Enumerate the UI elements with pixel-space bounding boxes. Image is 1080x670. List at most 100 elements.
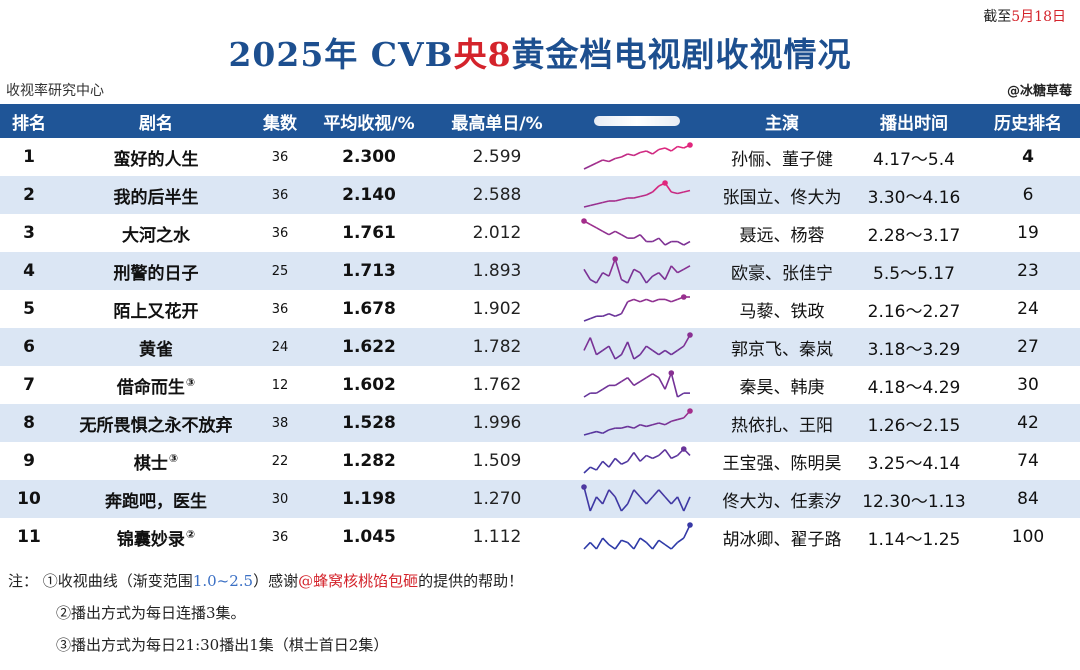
curve-segment	[608, 157, 616, 163]
table-row: 1 蛮好的人生 36 2.300 2.599 孙俪、董子健 4.17～5.4 4	[0, 138, 1080, 176]
period-cell: 1.26～2.15	[852, 404, 976, 442]
col-header: 主演	[712, 104, 852, 138]
curve-segment	[589, 541, 598, 550]
col-header-curve	[562, 104, 712, 138]
curve-segment	[633, 537, 641, 550]
note-3: ③播出方式为每日21:30播出1集（棋士首日2集）	[8, 634, 523, 666]
curve-segment	[664, 496, 672, 505]
curve-segment	[658, 539, 666, 546]
episodes-cell: 36	[254, 518, 306, 556]
curve-segment	[621, 539, 628, 544]
curve-segment	[614, 539, 623, 550]
curve-segment	[652, 349, 660, 356]
curve-segment	[670, 265, 679, 274]
note-1-thanks: @蜂窝核桃馅包砸	[298, 572, 419, 590]
curve-segment	[652, 185, 660, 193]
title-cell: 奔跑吧，医生	[58, 480, 254, 518]
curve-segment	[583, 486, 592, 512]
rank-cell: 5	[0, 290, 58, 328]
avg-rating-cell: 1.622	[306, 328, 432, 366]
best-rating-cell: 1.902	[432, 290, 562, 328]
cast-cell: 胡冰卿、翟子路	[712, 518, 852, 556]
rating-curve	[583, 408, 693, 436]
curve-segment	[602, 460, 610, 468]
curve-segment	[614, 354, 622, 360]
curve-segment	[596, 430, 603, 435]
curve-cell	[562, 290, 712, 328]
title-text: 陌上又花开	[113, 301, 199, 322]
curve-segment	[670, 454, 678, 460]
credit-label: @冰糖草莓	[1006, 84, 1072, 99]
curve-segment	[590, 430, 597, 435]
curve-segment	[683, 240, 691, 246]
period-cell: 12.30～1.13	[852, 480, 976, 518]
curve-segment	[596, 388, 604, 394]
note-1-text3: 的提供的帮助！	[418, 572, 524, 590]
curve-segment	[602, 384, 610, 390]
title-part2: 央8	[453, 35, 512, 74]
rating-curve	[583, 370, 690, 398]
curve-segment	[602, 200, 610, 204]
source-label: 收视率研究中心	[6, 83, 104, 99]
curve-segment	[683, 189, 691, 193]
note-3-text: ③播出方式为每日21:30播出1集（棋士首日2集）	[56, 636, 389, 654]
best-rating-cell: 1.782	[432, 328, 562, 366]
curve-segment	[596, 159, 604, 164]
cast-cell: 马藜、铁政	[712, 290, 852, 328]
curve-segment	[658, 349, 666, 356]
history-rank-cell: 27	[976, 328, 1080, 366]
notes-label: 注：	[8, 572, 39, 590]
curve-segment	[583, 466, 591, 474]
best-rating-cell: 1.996	[432, 404, 562, 442]
date-note: 截至5月18日	[983, 6, 1066, 26]
curve-segment	[614, 496, 623, 512]
curve-segment	[664, 147, 672, 152]
best-rating-cell: 1.893	[432, 252, 562, 290]
curve-segment	[596, 349, 604, 356]
history-rank-cell: 30	[976, 366, 1080, 404]
curve-segment	[664, 240, 672, 246]
rating-curve	[583, 142, 693, 170]
curve-segment	[652, 298, 660, 303]
curve-segment	[602, 159, 610, 163]
curve-segment	[677, 145, 684, 149]
curve-segment	[664, 298, 672, 303]
period-cell: 3.25～4.14	[852, 442, 976, 480]
curve-segment	[608, 258, 616, 277]
curve-segment	[633, 424, 641, 429]
rating-curve	[583, 446, 691, 474]
curve-segment	[664, 420, 672, 426]
curve-segment	[652, 272, 660, 277]
curve-segment	[670, 496, 679, 505]
curve-peak-point	[612, 256, 618, 262]
curve-segment	[595, 272, 604, 284]
curve-peak-point	[680, 294, 687, 300]
curve-peak-point	[687, 332, 693, 338]
curve-segment	[645, 496, 654, 505]
curve-segment	[670, 541, 679, 550]
curve-segment	[639, 234, 647, 243]
curve-cell	[562, 442, 712, 480]
curve-cell	[562, 366, 712, 404]
curve-segment	[664, 449, 672, 459]
curve-segment	[583, 165, 591, 170]
curve-segment	[614, 156, 622, 160]
curve-segment	[646, 423, 653, 428]
curve-segment	[602, 429, 610, 434]
curve-cell	[562, 518, 712, 556]
curve-segment	[677, 417, 684, 421]
curve-segment	[583, 204, 591, 208]
period-cell: 5.5～5.17	[852, 252, 976, 290]
rating-curve	[581, 484, 691, 512]
col-header: 集数	[254, 104, 306, 138]
title-cell: 借命而生③	[58, 366, 254, 404]
curve-cell	[562, 214, 712, 252]
footnote-mark: ③	[168, 451, 179, 465]
history-rank-cell: 4	[976, 138, 1080, 176]
footnote-mark: ③	[185, 375, 196, 389]
curve-segment	[614, 198, 622, 202]
col-header: 平均收视/%	[306, 104, 432, 138]
best-rating-cell: 2.012	[432, 214, 562, 252]
table-row: 10 奔跑吧，医生 30 1.198 1.270 佟大为、任素汐 12.30～1.13 84	[0, 480, 1080, 518]
title-part3: 黄金档电视剧收视情况	[511, 35, 852, 74]
